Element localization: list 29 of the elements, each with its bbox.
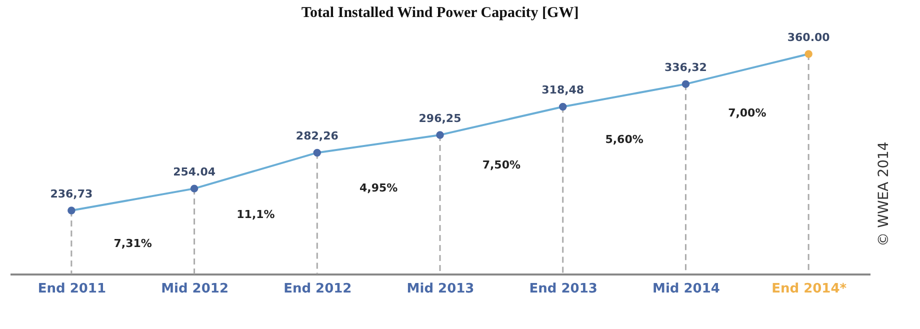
annotation: 11,1% xyxy=(236,208,275,222)
x-tick-label: Mid 2012 xyxy=(161,282,228,296)
data-label: 336,32 xyxy=(664,61,707,74)
data-label: 236,73 xyxy=(50,188,93,201)
x-tick-label: End 2011 xyxy=(38,282,106,296)
point xyxy=(682,80,690,88)
data-label: 318,48 xyxy=(542,84,584,97)
annotation: 7,00% xyxy=(728,106,766,120)
text: © WWEA 2014 xyxy=(876,142,892,246)
point xyxy=(558,102,567,111)
annotation: 7,50% xyxy=(482,158,521,172)
x-tick-label: End 2013 xyxy=(529,282,598,296)
data-label: 296,25 xyxy=(418,112,462,125)
point xyxy=(436,131,444,139)
data-label: 282,26 xyxy=(296,130,339,143)
x-tick-label: Mid 2014 xyxy=(652,282,720,296)
annotation: 5,60% xyxy=(605,132,644,146)
point xyxy=(313,148,322,157)
chart-title: Total Installed Wind Power Capacity [GW] xyxy=(301,5,579,21)
data-label: 360.00 xyxy=(787,31,830,44)
text: 7,31% xyxy=(114,237,152,250)
point xyxy=(68,206,76,214)
point xyxy=(804,50,812,58)
x-tick-label: Mid 2013 xyxy=(406,282,474,296)
point xyxy=(190,184,198,192)
annotation: 4,95% xyxy=(359,181,398,194)
data-label: 254.04 xyxy=(173,166,216,179)
x-tick-label: End 2014* xyxy=(772,282,847,296)
x-tick-label: End 2012 xyxy=(284,282,352,296)
